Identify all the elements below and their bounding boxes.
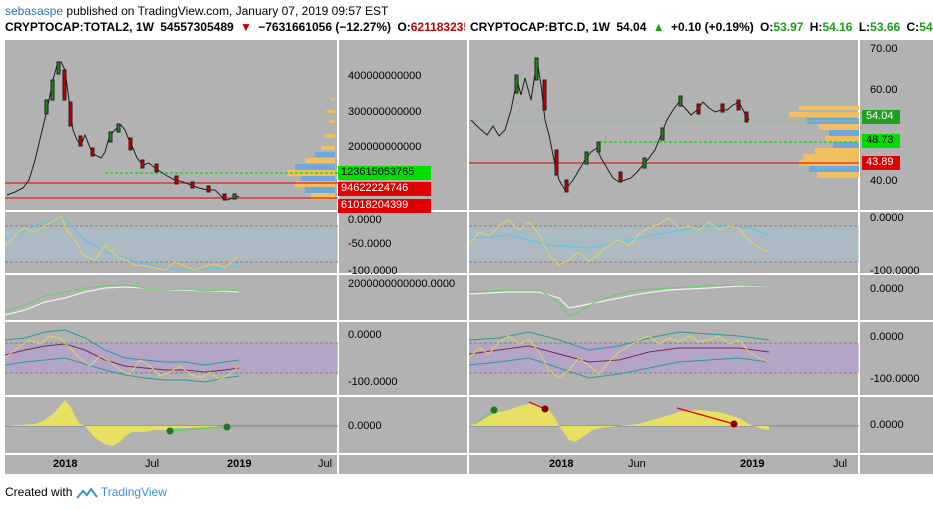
right-sub1-tick: 0.0000 [870,212,904,224]
left-sub4-tick: 0.0000 [348,420,382,432]
left-x-tick: Jul [145,458,160,470]
left-chart-panel[interactable]: 400000000000 300000000000 200000000000 1… [5,40,467,474]
left-price: 54557305489 [160,20,234,34]
left-price-tag-red-2: 61018204399 [341,199,409,211]
left-sub1-tick: -50.0000 [348,238,392,250]
right-histogram [469,401,859,442]
right-sub3-tick: -100.0000 [870,373,920,385]
right-x-tick: 2019 [740,458,765,470]
left-volume-profile [287,98,335,199]
publish-info: sebasaspe published on TradingView.com, … [5,4,388,18]
left-sub2-tick: 2000000000000.0000 [348,278,456,290]
left-bands [5,329,338,383]
right-high-label: H: [809,20,823,34]
right-low-label: L: [858,20,871,34]
down-arrow-icon: ▼ [240,20,252,34]
right-price-tag-red: 43.89 [866,156,894,168]
created-with-text: Created with [5,485,73,499]
left-sub1-tick: -100.0000 [348,265,398,277]
left-y-tick: 300000000000 [348,106,422,118]
left-legend: CRYPTOCAP:TOTAL2, 1W 54557305489 ▼ −7631… [5,20,465,34]
right-x-tick: 2018 [549,458,574,470]
right-price-tags [862,110,900,170]
publish-date: published on TradingView.com, January 07… [66,4,389,18]
right-sub2-tick: 0.0000 [870,283,904,295]
left-y-tick: 400000000000 [348,70,422,82]
right-x-tick: Jul [833,458,848,470]
left-price-tag-red-1: 94622224746 [341,182,409,194]
author-link[interactable]: sebasaspe [5,4,64,18]
left-symbol[interactable]: CRYPTOCAP:TOTAL2, 1W [5,20,154,34]
right-candles [470,57,750,193]
left-price-tags [338,166,431,213]
left-sub3-tick: 0.0000 [348,329,382,341]
left-open-label: O: [397,20,411,34]
right-price-tag-current: 54.04 [866,110,894,122]
right-sub3-tick: 0.0000 [870,331,904,343]
right-sub4-tick: 0.0000 [870,419,904,431]
right-oscillator-2 [469,284,770,317]
right-y-tick: 40.00 [870,175,898,187]
left-candles [6,61,240,201]
left-sub3-tick: -100.0000 [348,376,398,388]
right-close-label: C: [906,20,920,34]
left-x-tick: Jul [318,458,333,470]
left-price-tag-green: 123615053765 [341,166,415,178]
right-x-tick: Jun [628,458,646,470]
left-open-value: 621183235 [410,20,465,34]
up-arrow-icon: ▲ [652,20,665,34]
footer: Created with TradingView [5,485,167,499]
right-chart-panel[interactable]: 70.00 60.00 40.00 54.04 48.73 43.89 0.00… [469,40,933,474]
left-change: −7631661056 (−12.27%) [258,20,392,34]
left-sub1-tick: 0.0000 [348,214,382,226]
right-change: +0.10 (+0.19%) [670,20,754,34]
right-y-tick: 70.00 [870,43,898,55]
tradingview-logo-icon [75,487,98,499]
left-oscillator-1 [5,215,338,271]
right-legend: CRYPTOCAP:BTC.D, 1W 54.04 ▲ +0.10 (+0.19… [470,20,933,34]
left-x-tick: 2018 [53,458,78,470]
right-low-value: 53.66 [870,20,901,34]
right-close-value: 54.0 [919,20,933,34]
right-open-label: O: [760,20,774,34]
right-price-tag-green: 48.73 [866,134,894,146]
right-y-tick: 60.00 [870,84,898,96]
right-bands [469,331,859,379]
tradingview-brand-link[interactable]: TradingView [100,485,167,499]
right-open-value: 53.97 [773,20,804,34]
right-symbol[interactable]: CRYPTOCAP:BTC.D, 1W [470,20,611,34]
left-oscillator-2 [5,284,240,316]
right-price: 54.04 [616,20,647,34]
right-oscillator-1 [469,217,859,266]
right-sub1-tick: -100.0000 [870,265,920,277]
left-x-tick: 2019 [227,458,252,470]
right-high-value: 54.16 [822,20,853,34]
left-y-tick: 200000000000 [348,141,422,153]
left-histogram [5,400,338,446]
